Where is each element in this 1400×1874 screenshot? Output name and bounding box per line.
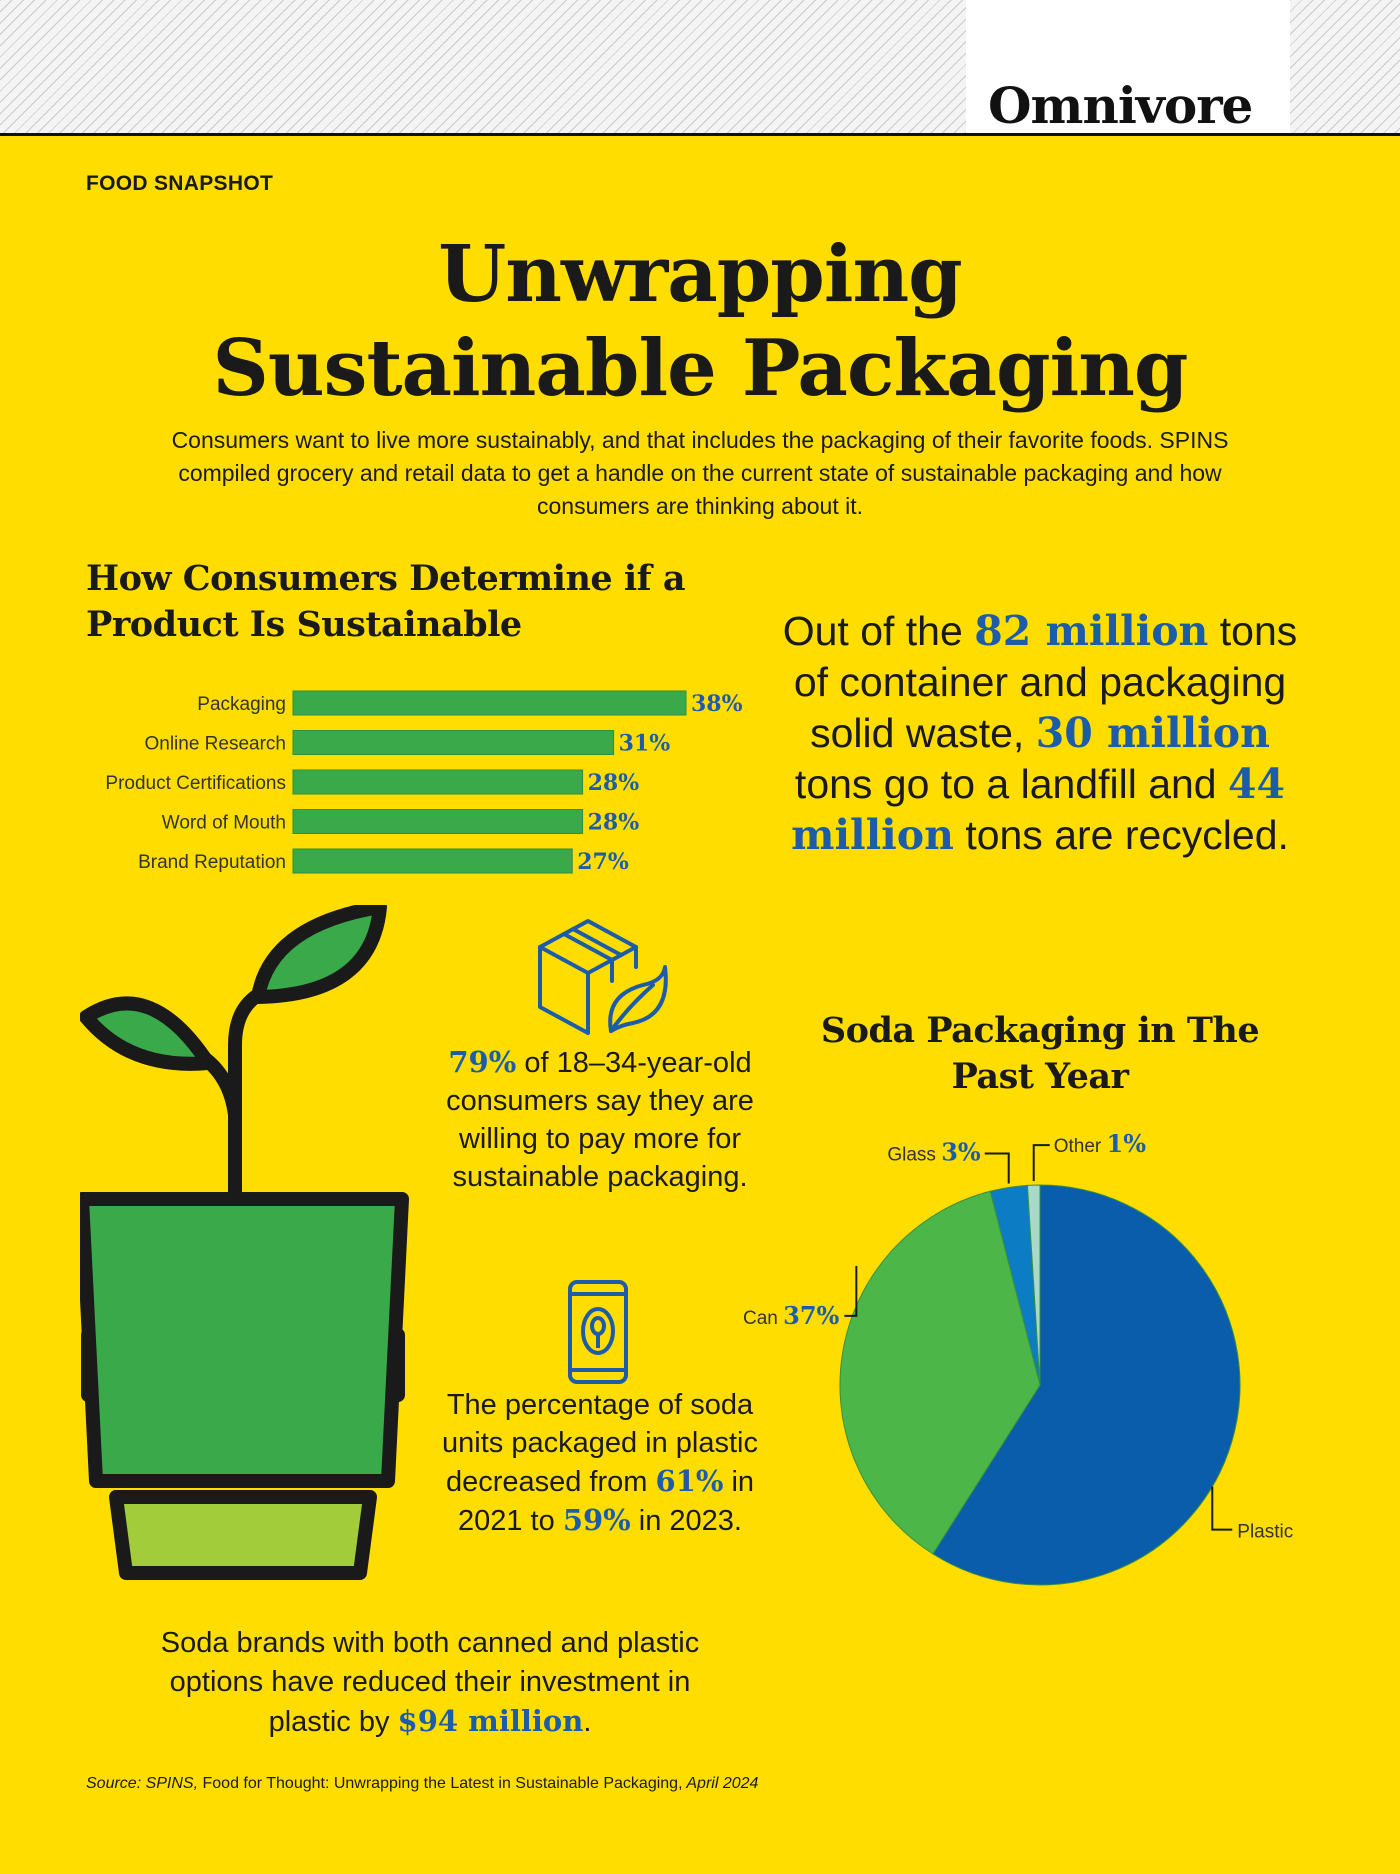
stat-willing-to-pay: 79% of 18–34-year-old consumers say they… xyxy=(420,1043,780,1196)
bar xyxy=(292,848,573,874)
soda-num-61: 61% xyxy=(655,1464,724,1498)
package-leaf-icon xyxy=(538,919,668,1035)
waste-text-4: tons are recycled. xyxy=(953,812,1289,858)
brand-logo: Omnivore xyxy=(988,76,1253,135)
bar-value-label: 38% xyxy=(691,691,743,717)
invest-text-1: Soda brands with both canned and plastic… xyxy=(160,1627,700,1738)
bar-category-label: Brand Reputation xyxy=(138,852,286,873)
bar-category-label: Word of Mouth xyxy=(162,813,286,834)
waste-num-44m: 44 million xyxy=(791,760,1286,859)
source-prefix: Source: SPINS, xyxy=(86,1775,203,1792)
pie-slice-can xyxy=(839,1190,1041,1555)
pie-slice-other xyxy=(1026,1184,1041,1386)
bar-category-label: Packaging xyxy=(197,694,286,715)
pie-chart: Plastic 59% Can 37% Glass 3% Other 1% xyxy=(743,1130,1300,1586)
section-label: FOOD SNAPSHOT xyxy=(86,172,274,195)
pie-slice-label: Other 1% xyxy=(1054,1130,1147,1158)
page-title: Unwrapping Sustainable Packaging xyxy=(0,228,1400,416)
pie-leader-line xyxy=(1032,1144,1050,1182)
soda-num-59: 59% xyxy=(562,1503,631,1537)
stat-soda-plastic: The percentage of soda units packaged in… xyxy=(430,1386,770,1540)
title-line-1: Unwrapping xyxy=(438,229,962,320)
pie-slice-label: Can 37% xyxy=(743,1301,840,1330)
bar-value-label: 28% xyxy=(588,810,640,836)
bar-category-label: Online Research xyxy=(144,734,286,755)
title-line-2: Sustainable Packaging xyxy=(212,323,1189,414)
bar-chart: Packaging 38% Online Research 31% Product Ce… xyxy=(105,690,743,875)
bar xyxy=(292,769,584,795)
invest-num-94m: $94 million xyxy=(397,1704,584,1738)
pie-leader-line xyxy=(984,1152,1010,1184)
bar xyxy=(292,809,584,834)
waste-text-2: tons of container and packaging solid wa… xyxy=(793,608,1298,756)
plant-cup-icon xyxy=(80,905,409,1580)
soda-text-1: The percentage of soda units packaged in… xyxy=(442,1389,758,1498)
masthead-rule xyxy=(0,133,1400,136)
pie-slice-label: Glass 3% xyxy=(887,1137,981,1166)
waste-text-1: Out of the xyxy=(782,608,975,654)
pie-leader-line xyxy=(1211,1486,1233,1531)
invest-text-2: . xyxy=(583,1706,592,1738)
bar-chart-title: How Consumers Determine if a Product Is … xyxy=(86,558,686,645)
source-publication: Food for Thought: Unwrapping the Latest … xyxy=(202,1775,683,1792)
pie-chart-title: Soda Packaging in The Past Year xyxy=(820,1010,1260,1097)
waste-statistic: Out of the 82 million tons of container … xyxy=(770,606,1310,861)
soda-text-3: in 2023. xyxy=(630,1505,742,1537)
pie-slice-label: Plastic 59% xyxy=(1237,1515,1300,1544)
pie-slice-plastic xyxy=(932,1184,1241,1586)
bar-value-label: 28% xyxy=(588,770,640,796)
bar-category-label: Product Certifications xyxy=(105,773,286,794)
pie-leader-line xyxy=(844,1265,858,1317)
soda-can-icon xyxy=(568,1280,628,1384)
waste-num-82m: 82 million xyxy=(974,607,1209,655)
waste-text-3: tons go to a landfill and xyxy=(794,761,1229,807)
stat-plastic-investment: Soda brands with both canned and plastic… xyxy=(130,1624,730,1742)
stat-79-text: of 18–34-year-old consumers say they are… xyxy=(446,1047,754,1193)
intro-paragraph: Consumers want to live more sustainably,… xyxy=(171,427,1229,519)
bar-value-label: 31% xyxy=(619,731,671,757)
stat-79-number: 79% xyxy=(448,1045,517,1079)
source-citation: Source: SPINS, Food for Thought: Unwrapp… xyxy=(86,1775,758,1793)
bar xyxy=(292,730,615,755)
soda-text-2: in 2021 to xyxy=(457,1466,755,1537)
bar-value-label: 27% xyxy=(577,849,629,875)
bar xyxy=(292,690,687,716)
waste-num-30m: 30 million xyxy=(1035,709,1270,757)
source-date: April 2024 xyxy=(682,1775,759,1792)
masthead-logo-panel xyxy=(966,0,1290,135)
